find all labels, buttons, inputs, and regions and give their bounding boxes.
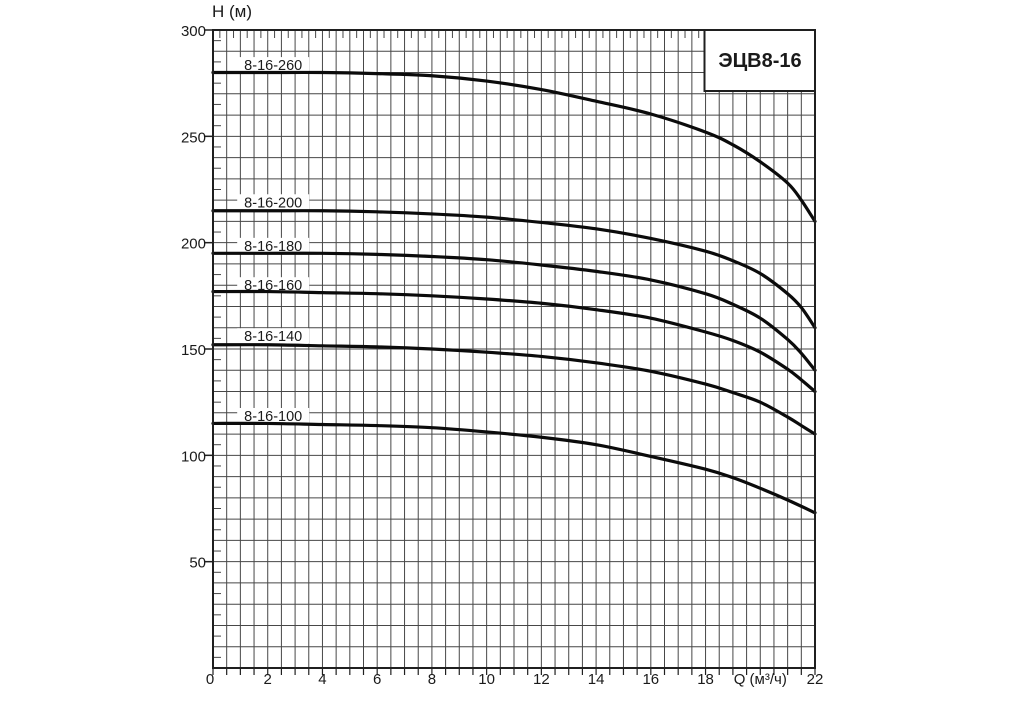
x-tick-label: 0: [206, 671, 214, 688]
curve-labels: 8-16-260 8-16-200 8-16-180 8-16-160 8-16-140…: [244, 58, 302, 425]
x-tick-label: 6: [373, 671, 381, 688]
curve-label-8-16-100: 8-16-100: [244, 409, 302, 425]
curve-label-bg: [237, 328, 310, 344]
x-tick-label: 12: [533, 671, 550, 688]
pump-curve-8-16-260: [211, 70, 817, 223]
pump-curve-8-16-100: [211, 421, 817, 515]
x-tick-label: 2: [264, 671, 272, 688]
curve-label-boxes: [237, 57, 310, 424]
curve-label-8-16-160: 8-16-160: [244, 278, 302, 294]
grid-lines: [213, 30, 815, 668]
curve-label-bg: [237, 237, 310, 254]
x-tick-label: 14: [588, 671, 605, 688]
chart-title: ЭЦВ8-16: [718, 50, 801, 72]
chart-title-box: ЭЦВ8-16: [703, 29, 816, 92]
curve-label-8-16-200: 8-16-200: [244, 195, 302, 211]
x-tick-label: 18: [697, 671, 714, 688]
curve-label-bg: [237, 57, 310, 73]
curve-label-bg: [237, 277, 310, 293]
x-tick-label: Q (м³/ч): [734, 671, 787, 688]
tick-marks: [204, 29, 816, 675]
pump-curve-8-16-140: [211, 343, 817, 436]
pump-curves: [211, 70, 817, 515]
x-tick-label: 16: [642, 671, 659, 688]
plot-border: [212, 29, 816, 669]
curve-label-bg: [237, 194, 310, 210]
curve-label-8-16-140: 8-16-140: [244, 329, 302, 345]
curve-label-8-16-260: 8-16-260: [244, 58, 302, 74]
pump-curve-8-16-200: [211, 209, 817, 330]
x-tick-label: 8: [428, 671, 436, 688]
pump-curve-8-16-160: [211, 289, 817, 394]
curve-label-bg: [237, 407, 310, 424]
x-tick-label: 10: [478, 671, 495, 688]
x-tick-label: 22: [807, 671, 824, 688]
y-tick-label: 200: [181, 236, 206, 253]
title-box-frame: [703, 29, 816, 92]
y-tick-label: 250: [181, 129, 206, 146]
y-tick-label: 150: [181, 342, 206, 359]
curve-label-8-16-180: 8-16-180: [244, 239, 302, 255]
pump-curve-8-16-180: [211, 251, 817, 372]
y-axis-title: H (м): [212, 2, 252, 21]
y-tick-label: 100: [181, 448, 206, 465]
y-tick-label: 300: [181, 23, 206, 40]
y-tick-label: 50: [189, 555, 206, 572]
axis-tick-labels: 0 2 4 6 8 10 12 14 16 18 Q (м³/ч) 22 300 250 200 150 100…: [181, 23, 823, 688]
x-tick-label: 4: [318, 671, 326, 688]
